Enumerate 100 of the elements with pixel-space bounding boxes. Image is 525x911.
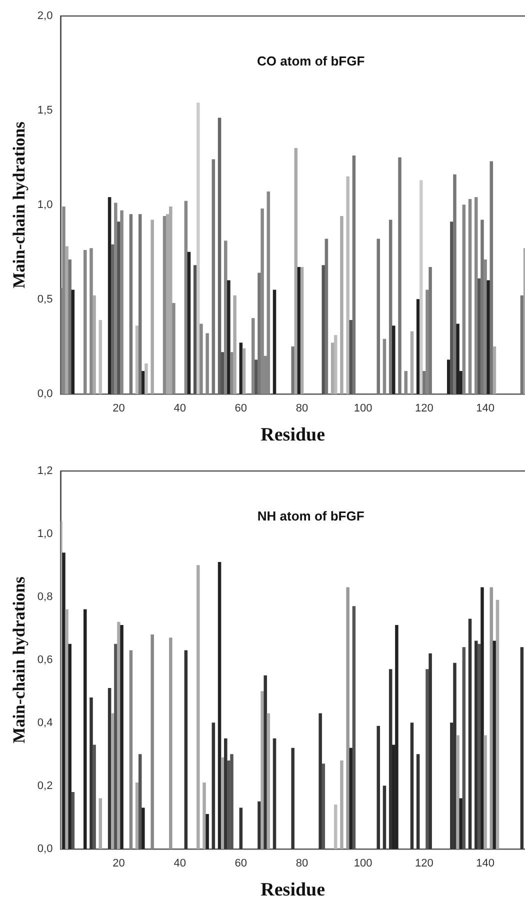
bar bbox=[142, 370, 145, 394]
y-tick-label: 0,2 bbox=[37, 780, 53, 792]
bar bbox=[142, 808, 145, 849]
bar bbox=[120, 210, 124, 394]
bar bbox=[68, 644, 72, 849]
bar bbox=[456, 324, 460, 394]
text: NH atom of bFGF bbox=[257, 508, 364, 524]
y-tick-label: 1,0 bbox=[37, 528, 53, 540]
x-tick-label: 100 bbox=[354, 858, 372, 870]
bar bbox=[490, 587, 494, 849]
bar bbox=[184, 200, 188, 394]
bar bbox=[404, 370, 408, 394]
x-tick-label: 60 bbox=[234, 858, 248, 870]
y-tick-label: 1,2 bbox=[37, 465, 53, 478]
bar bbox=[388, 669, 392, 849]
bar bbox=[71, 290, 75, 394]
bar bbox=[395, 625, 398, 849]
bar bbox=[484, 259, 487, 394]
bar bbox=[492, 346, 496, 394]
y-axis-title: Main-chain hydrations bbox=[10, 121, 29, 288]
bar bbox=[169, 638, 172, 849]
bar bbox=[496, 600, 500, 849]
bar bbox=[520, 647, 524, 849]
bar bbox=[230, 352, 234, 394]
bar bbox=[206, 333, 209, 394]
bar bbox=[453, 174, 456, 394]
x-tick-label: 20 bbox=[112, 402, 125, 415]
bar bbox=[272, 290, 276, 394]
x-tick-label: 80 bbox=[296, 858, 308, 870]
bar bbox=[68, 259, 72, 394]
bar bbox=[135, 326, 139, 394]
x-axis-title: Residue bbox=[260, 880, 326, 901]
bar bbox=[480, 587, 484, 849]
bar bbox=[388, 220, 392, 394]
bar bbox=[291, 748, 294, 849]
bar bbox=[65, 609, 68, 849]
bar bbox=[220, 757, 224, 849]
bar bbox=[110, 713, 114, 849]
y-axis-title: Main-chain hydrations bbox=[10, 576, 29, 744]
bar bbox=[459, 798, 462, 849]
bar bbox=[428, 653, 432, 849]
bar bbox=[266, 191, 270, 394]
bar bbox=[65, 246, 68, 394]
bar bbox=[340, 216, 344, 394]
bar bbox=[92, 295, 96, 394]
bar bbox=[352, 156, 356, 394]
bar bbox=[239, 342, 243, 394]
bar bbox=[258, 801, 261, 849]
bar bbox=[294, 148, 298, 394]
y-tick-label: 2,0 bbox=[37, 10, 53, 22]
bar bbox=[172, 302, 176, 394]
bar bbox=[484, 735, 487, 849]
bar bbox=[108, 688, 112, 849]
bar bbox=[144, 363, 148, 394]
y-tick-label: 0,4 bbox=[37, 717, 53, 730]
bar bbox=[318, 713, 322, 849]
bar bbox=[462, 204, 466, 394]
x-tick-label: 140 bbox=[476, 858, 494, 870]
bar bbox=[120, 625, 124, 849]
bar bbox=[392, 326, 396, 394]
bar bbox=[376, 726, 380, 849]
bar bbox=[398, 157, 402, 394]
y-tick-label: 0,5 bbox=[37, 294, 53, 306]
bar bbox=[224, 240, 228, 394]
text: CO atom of bFGF bbox=[257, 54, 365, 69]
y-tick-label: 1,0 bbox=[37, 199, 53, 212]
bar bbox=[468, 618, 472, 849]
bar bbox=[184, 650, 188, 849]
bar bbox=[334, 804, 338, 849]
bar bbox=[84, 609, 87, 849]
bar bbox=[523, 248, 525, 394]
x-tick-label: 40 bbox=[174, 858, 186, 870]
bar bbox=[297, 267, 301, 394]
bar bbox=[150, 220, 154, 394]
bar bbox=[212, 159, 216, 394]
bar bbox=[410, 331, 414, 394]
bar bbox=[62, 552, 66, 849]
bar bbox=[346, 176, 350, 394]
bar bbox=[196, 565, 200, 849]
bar bbox=[224, 738, 228, 849]
bar bbox=[474, 640, 478, 849]
bar bbox=[239, 808, 243, 849]
bar bbox=[138, 214, 142, 394]
x-axis-title: Residue bbox=[260, 424, 326, 446]
bar bbox=[492, 640, 496, 849]
bar bbox=[162, 216, 166, 394]
bar bbox=[422, 370, 426, 394]
bar bbox=[227, 280, 230, 394]
bar bbox=[382, 786, 386, 849]
bar bbox=[486, 280, 490, 394]
bar bbox=[260, 691, 264, 849]
bar bbox=[300, 267, 304, 394]
bar bbox=[330, 342, 334, 394]
y-tick-label: 1,5 bbox=[37, 104, 53, 117]
bar bbox=[169, 206, 172, 394]
x-tick-label: 120 bbox=[415, 402, 434, 415]
bar bbox=[416, 754, 420, 849]
bar bbox=[84, 250, 87, 394]
bar bbox=[480, 220, 484, 394]
bar bbox=[447, 360, 450, 394]
